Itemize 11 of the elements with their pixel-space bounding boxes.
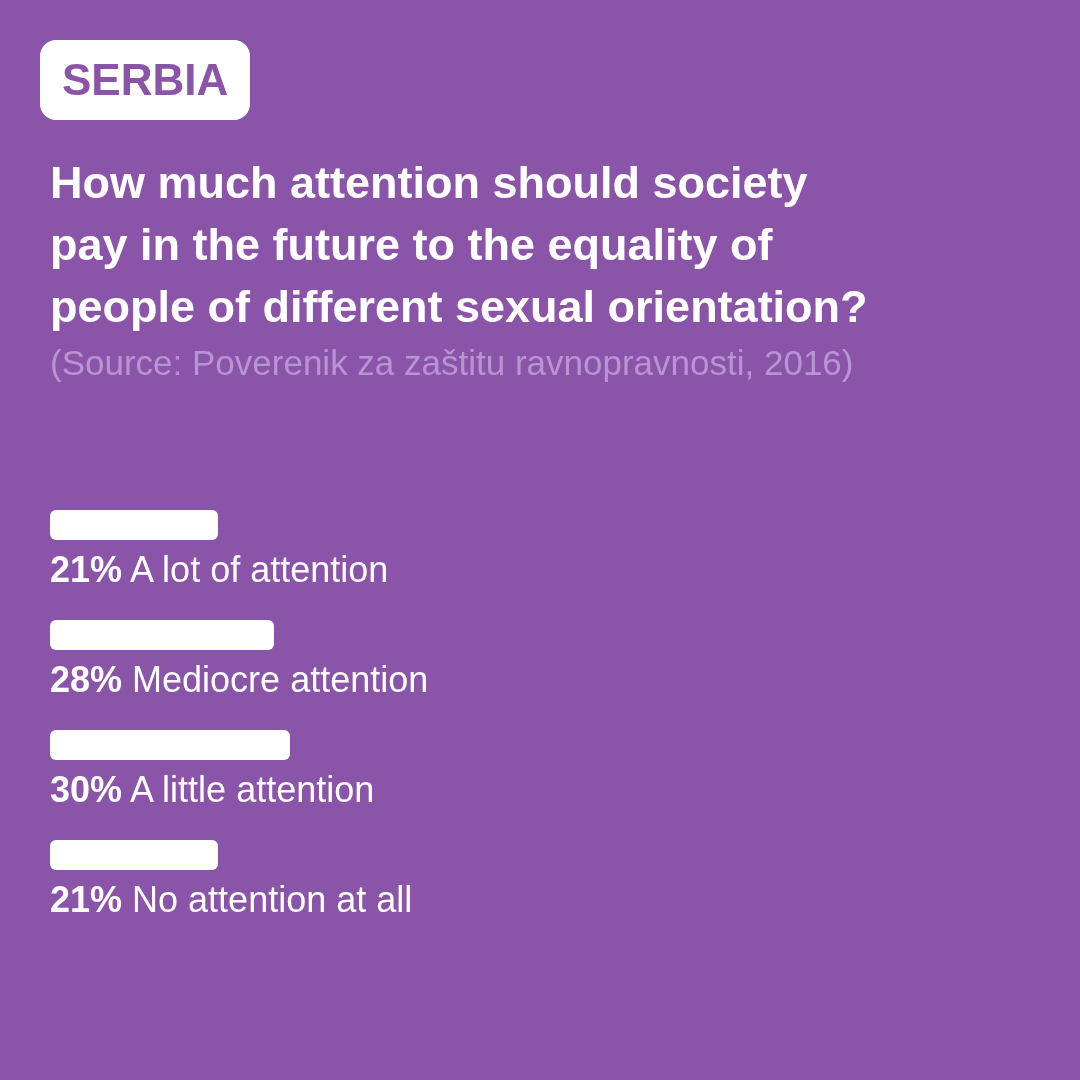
y-tick-label: A little attention — [122, 769, 375, 810]
data-label: 21% — [50, 549, 123, 590]
data-label: 28% — [50, 659, 123, 700]
text: SERBIA — [40, 40, 251, 120]
data-label: 21% — [50, 879, 123, 920]
text: How much attention should society pay in the future to the equality of people of different sexual orientation? — [50, 156, 869, 334]
y-tick-label: A lot of attention — [122, 549, 389, 590]
text: (Source: Poverenik za zaštitu ravnopravnosti, 2016) — [50, 342, 855, 384]
y-tick-label: Mediocre attention — [122, 659, 429, 700]
y-tick-label: No attention at all — [122, 879, 413, 920]
data-label: 30% — [50, 769, 123, 810]
